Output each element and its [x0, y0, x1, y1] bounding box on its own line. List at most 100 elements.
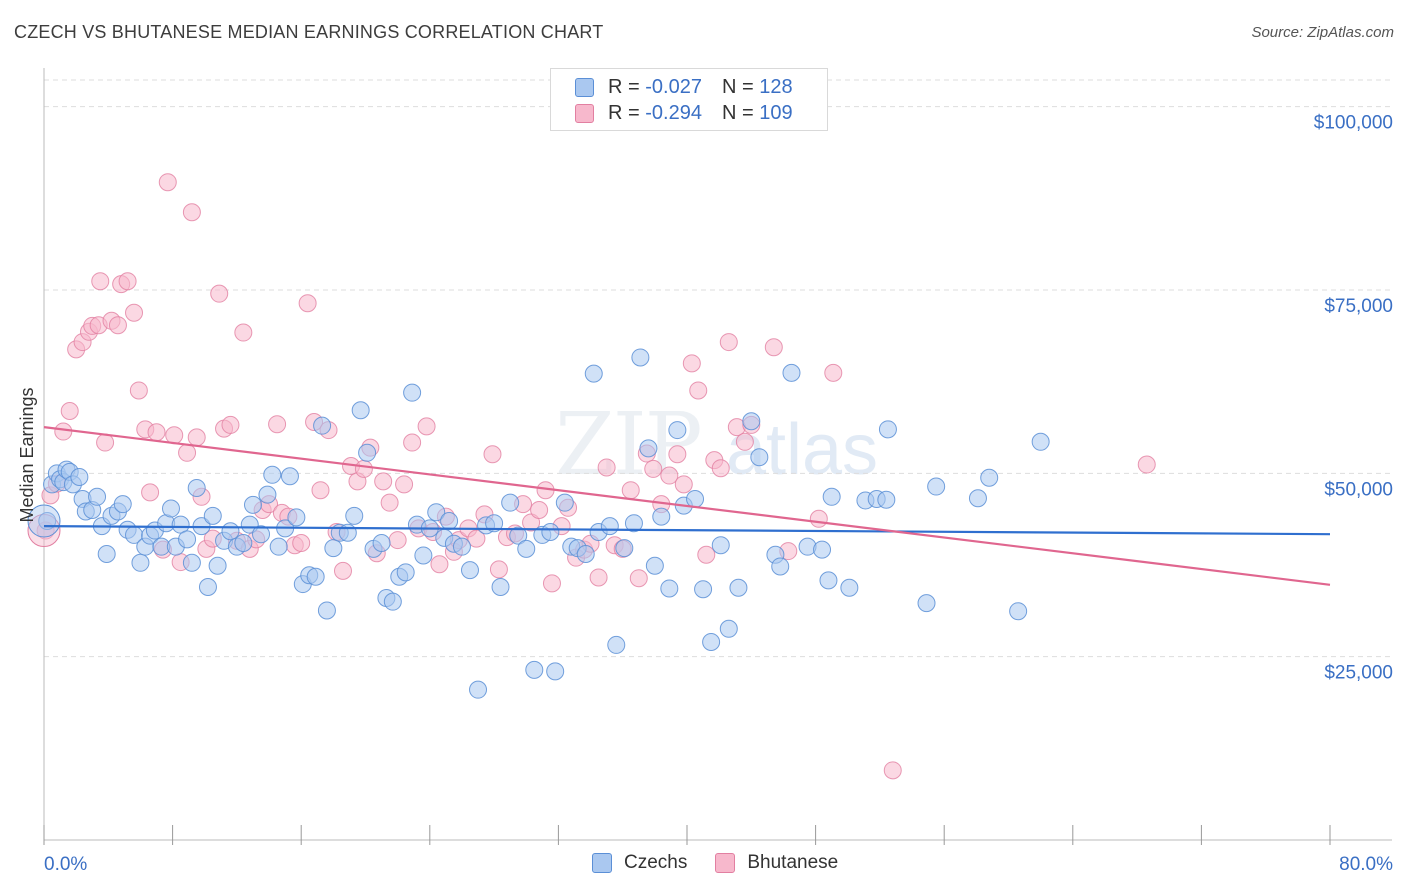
- czech-point: [607, 635, 626, 654]
- bhutanese-point: [125, 303, 144, 322]
- bhutanese-point: [210, 284, 229, 303]
- czech-point: [631, 348, 650, 367]
- x-tick-label: 0.0%: [44, 854, 87, 875]
- czech-point: [208, 556, 227, 575]
- czech-point: [161, 499, 180, 518]
- gridlines: [44, 79, 1392, 658]
- czech-point: [345, 506, 364, 525]
- y-tick-label: $50,000: [1324, 479, 1393, 500]
- czech-point: [113, 495, 132, 514]
- bhutanese-point: [165, 426, 184, 445]
- czech-point: [403, 383, 422, 402]
- czech-point: [600, 517, 619, 536]
- czech-point: [372, 534, 391, 552]
- bhutanese-point: [589, 568, 608, 587]
- czech-point: [541, 523, 560, 541]
- r-label: R =: [608, 75, 640, 98]
- czech-point: [546, 662, 565, 681]
- czech-point: [269, 537, 288, 556]
- czech-point: [917, 594, 936, 613]
- y-tick-label: $75,000: [1324, 296, 1393, 317]
- czech-point: [686, 490, 705, 508]
- czech-point: [813, 540, 832, 559]
- czech-point: [306, 567, 325, 586]
- bhutanese-point: [483, 445, 502, 464]
- czech-point: [819, 571, 838, 590]
- source-label: Source: ZipAtlas.com: [1251, 24, 1394, 41]
- czechs-swatch: [575, 77, 594, 97]
- bhutanese-point: [221, 415, 240, 434]
- czech-point: [317, 601, 336, 620]
- czech-point: [624, 514, 643, 533]
- czech-point: [383, 592, 402, 611]
- n-label: N =: [721, 75, 754, 98]
- czech-point: [501, 493, 520, 512]
- stats-row-bhutanese: R = -0.294 N = 109: [575, 100, 793, 126]
- bhutanese-point: [764, 338, 783, 357]
- y-axis-label: Median Earnings: [17, 387, 37, 522]
- bhutanese-point: [298, 294, 317, 313]
- czech-point: [576, 545, 595, 563]
- bhutanese-point: [719, 333, 738, 352]
- bhutanese-point: [467, 529, 486, 548]
- czech-point: [396, 563, 415, 582]
- czech-point: [440, 512, 459, 530]
- czech-point: [263, 465, 282, 484]
- czech-point: [243, 495, 262, 514]
- bhutanese-point: [542, 574, 561, 593]
- bhutanese-point: [380, 493, 399, 512]
- n-label: N =: [721, 101, 754, 124]
- r-value: -0.027: [645, 75, 702, 98]
- y-tick-label: $100,000: [1314, 113, 1393, 134]
- czech-point: [798, 537, 817, 556]
- czech-point: [338, 523, 357, 542]
- bhutanese-point: [118, 272, 137, 291]
- n-value: 109: [759, 101, 793, 124]
- bhutanese-point: [697, 545, 716, 564]
- czech-point: [198, 578, 217, 596]
- czech-point: [927, 477, 946, 496]
- czech-point: [131, 553, 150, 572]
- bhutanese-point: [597, 458, 616, 477]
- bhutanese-point: [403, 433, 422, 452]
- stats-legend: R = -0.027 N = 128 R = -0.294 N = 109: [550, 68, 828, 131]
- legend-item-czechs[interactable]: Czechs: [592, 852, 687, 874]
- czech-trend-line: [43, 525, 1331, 536]
- czech-point: [280, 467, 299, 486]
- czech-point: [877, 490, 896, 509]
- bhutanese-swatch: [575, 103, 594, 123]
- czech-point: [287, 508, 306, 527]
- czech-point: [485, 514, 504, 533]
- czech-point: [252, 525, 271, 544]
- czech-point: [258, 485, 277, 504]
- czech-point: [178, 530, 197, 549]
- czech-point: [234, 534, 253, 552]
- bhutanese-point: [187, 428, 206, 447]
- bhutanese-point: [711, 459, 730, 478]
- bhutanese-point: [809, 509, 828, 528]
- czech-point: [750, 448, 769, 467]
- bhutanese-point: [147, 423, 166, 442]
- czech-point: [645, 556, 664, 575]
- czech-point: [358, 443, 377, 462]
- czech-point: [840, 578, 859, 597]
- czech-point: [491, 578, 510, 596]
- czech-point: [452, 537, 471, 556]
- bhutanese-point: [333, 561, 352, 580]
- czech-point: [615, 539, 634, 558]
- bhutanese-point: [108, 316, 127, 335]
- czech-point: [414, 546, 433, 565]
- czech-point: [469, 680, 488, 699]
- bhutanese-point: [141, 483, 160, 502]
- bhutanese-point: [96, 433, 115, 452]
- bhutanese-point: [682, 354, 701, 373]
- czech-point: [702, 633, 721, 651]
- czech-point: [668, 421, 687, 440]
- bhutanese-point: [54, 422, 73, 441]
- czech-point: [221, 522, 240, 541]
- r-label: R =: [608, 101, 640, 124]
- bhutanese-trend-line: [43, 426, 1331, 586]
- bhutanese-legend-swatch: [715, 853, 736, 873]
- legend-item-bhutanese[interactable]: Bhutanese: [715, 852, 838, 874]
- bhutanese-point: [374, 472, 393, 491]
